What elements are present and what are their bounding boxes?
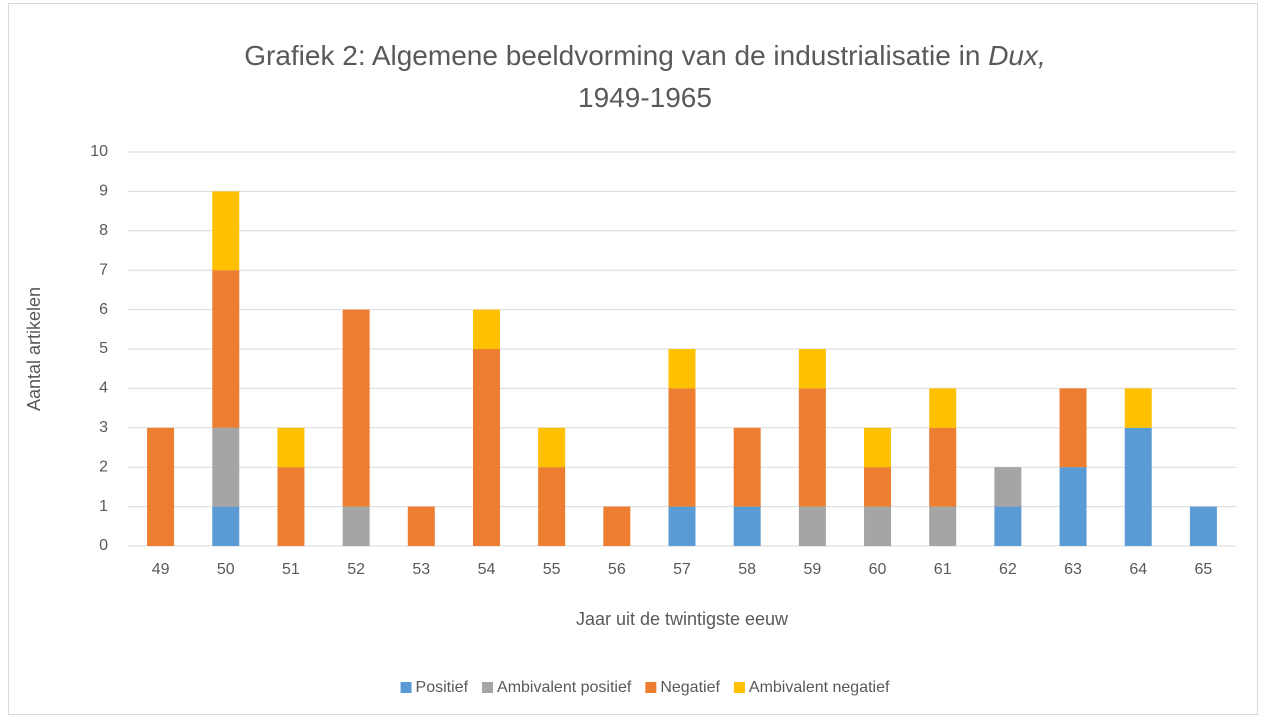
x-tick-label: 56 (608, 561, 626, 578)
x-tick-label: 53 (412, 561, 430, 578)
x-tick-label: 64 (1129, 561, 1147, 578)
x-tick-label: 49 (152, 561, 170, 578)
bar-segment (733, 506, 761, 546)
bar-segment (929, 506, 957, 546)
bar-segment (472, 309, 500, 349)
legend-label: Negatief (660, 679, 720, 696)
bar-segment (212, 270, 240, 428)
x-tick-label: 60 (869, 561, 887, 578)
legend-label: Ambivalent negatief (749, 679, 890, 696)
bar-segment (342, 506, 370, 546)
bar-segment (538, 467, 566, 546)
y-tick-label: 2 (99, 458, 108, 475)
bar-segment (864, 506, 892, 546)
y-tick-label: 10 (90, 143, 108, 160)
bar-segment (864, 427, 892, 468)
bar-segment (472, 349, 500, 546)
bar-segment (798, 349, 826, 389)
bar-segment (668, 388, 696, 507)
bar-segment (1124, 388, 1152, 428)
y-tick-label: 0 (99, 537, 108, 554)
title-part: Grafiek 2: Algemene beeldvorming van de … (244, 40, 988, 71)
bar-segment (277, 427, 305, 468)
bar-segment (929, 388, 957, 428)
x-axis-label: Jaar uit de twintigste eeuw (576, 609, 789, 629)
y-tick-label: 8 (99, 222, 108, 239)
x-tick-label: 62 (999, 561, 1017, 578)
bar-segment (1059, 467, 1087, 546)
x-tick-label: 50 (217, 561, 235, 578)
x-tick-label: 63 (1064, 561, 1082, 578)
bar-segment (798, 506, 826, 546)
x-tick-label: 61 (934, 561, 952, 578)
bar-segment (733, 427, 761, 507)
legend-swatch (482, 682, 494, 693)
legend-label: Positief (416, 679, 469, 696)
bar-segment (212, 506, 240, 546)
bar-segment (994, 467, 1022, 507)
bar-segment (1124, 427, 1152, 546)
y-axis-label: Aantal artikelen (24, 287, 44, 411)
x-tick-label: 52 (347, 561, 365, 578)
bar-segment (929, 427, 957, 507)
legend-swatch (733, 682, 745, 693)
x-tick-label: 59 (803, 561, 821, 578)
bar-segment (603, 506, 631, 546)
bar-segment (407, 506, 435, 546)
legend-swatch (645, 682, 657, 693)
title-part: Dux, (988, 40, 1046, 71)
chart-title: Grafiek 2: Algemene beeldvorming van de … (244, 40, 1046, 71)
chart-title: 1949-1965 (578, 82, 712, 113)
bar-segment (147, 427, 175, 546)
y-tick-label: 5 (99, 340, 108, 357)
x-tick-label: 54 (478, 561, 496, 578)
bar-segment (538, 427, 566, 468)
y-tick-label: 4 (99, 380, 108, 397)
bar-segment (864, 467, 892, 507)
legend-label: Ambivalent positief (497, 679, 632, 696)
bar-segment (212, 191, 240, 271)
x-tick-label: 51 (282, 561, 300, 578)
legend-swatch (400, 682, 412, 693)
title-part: 1949-1965 (578, 82, 712, 113)
x-tick-label: 58 (738, 561, 756, 578)
bar-segment (668, 349, 696, 389)
bar-segment (342, 309, 370, 507)
x-tick-label: 55 (543, 561, 561, 578)
bar-segment (668, 506, 696, 546)
y-tick-label: 7 (99, 261, 108, 278)
bar-segment (1189, 506, 1217, 546)
bar-segment (212, 427, 240, 507)
bar-segment (994, 506, 1022, 546)
bar-segment (1059, 388, 1087, 468)
bar-segment (277, 467, 305, 546)
y-tick-label: 6 (99, 301, 108, 318)
y-tick-label: 3 (99, 419, 108, 436)
y-tick-label: 1 (99, 498, 108, 515)
x-tick-label: 57 (673, 561, 691, 578)
bar-segment (798, 388, 826, 507)
y-tick-label: 9 (99, 183, 108, 200)
x-tick-label: 65 (1195, 561, 1213, 578)
